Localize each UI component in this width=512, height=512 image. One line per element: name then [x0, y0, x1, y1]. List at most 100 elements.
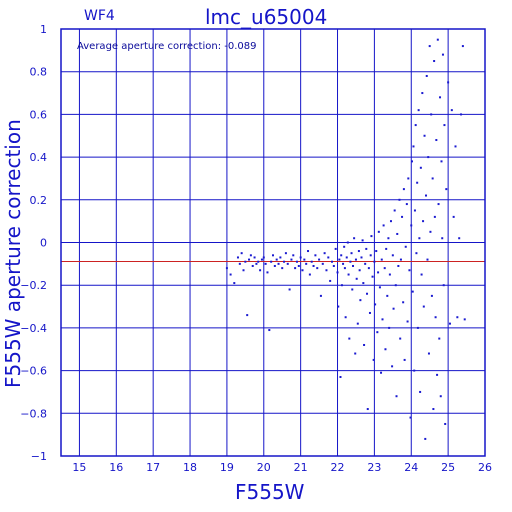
data-point: [463, 318, 466, 321]
data-point: [286, 262, 289, 265]
data-point: [277, 262, 280, 265]
data-point: [332, 264, 335, 267]
data-point: [410, 224, 413, 227]
data-point: [382, 224, 385, 227]
data-point: [433, 60, 436, 63]
data-point: [399, 258, 402, 261]
y-tick-labels: 1 0.8 0.6 0.4 0.2 0 −0.2 −0.4 −0.6 −0.8 −1: [20, 23, 47, 463]
data-point: [420, 273, 423, 276]
average-correction-annotation: Average aperture correction: -0.089: [77, 41, 257, 52]
data-point: [416, 326, 419, 329]
data-point: [416, 181, 419, 184]
chart-title: lmc_u65004: [205, 5, 328, 29]
data-point: [357, 250, 360, 253]
data-point: [387, 237, 390, 240]
data-point: [262, 256, 265, 259]
data-point: [443, 124, 446, 127]
data-point: [297, 264, 300, 267]
data-point: [395, 395, 398, 398]
data-point: [401, 215, 404, 218]
data-point: [338, 258, 341, 261]
data-point: [432, 408, 435, 411]
data-point: [314, 254, 317, 257]
data-point: [402, 188, 405, 191]
data-point: [255, 262, 258, 265]
data-point: [388, 273, 391, 276]
data-point: [444, 422, 447, 425]
data-point: [358, 269, 361, 272]
data-point: [380, 258, 383, 261]
data-point: [294, 267, 297, 270]
data-point: [340, 284, 343, 287]
x-tick-label: 17: [146, 461, 160, 474]
data-point: [244, 260, 247, 263]
data-point: [368, 311, 371, 314]
data-point: [381, 318, 384, 321]
y-tick-label: −0.6: [20, 365, 47, 378]
data-point: [290, 258, 293, 261]
data-point: [355, 277, 358, 280]
data-point: [330, 260, 333, 263]
data-point: [408, 269, 411, 272]
data-point: [308, 273, 311, 276]
data-point: [253, 256, 256, 259]
y-tick-label: 0: [40, 237, 47, 250]
data-point: [452, 215, 455, 218]
data-point: [337, 305, 340, 308]
data-point: [288, 288, 291, 291]
data-point: [386, 294, 389, 297]
data-point: [327, 256, 330, 259]
data-point: [233, 282, 236, 285]
data-point: [365, 247, 368, 250]
data-point: [393, 209, 396, 212]
data-point: [351, 288, 354, 291]
data-point: [377, 230, 380, 233]
data-point: [242, 269, 245, 272]
data-point: [391, 365, 394, 368]
data-point: [410, 160, 413, 163]
data-point: [376, 331, 379, 334]
data-point: [360, 256, 363, 259]
data-point: [391, 254, 394, 257]
data-point: [394, 284, 397, 287]
data-point: [350, 252, 353, 255]
data-point: [236, 256, 239, 259]
data-point: [225, 267, 228, 270]
data-point: [402, 301, 405, 304]
data-point: [321, 262, 324, 265]
data-point: [419, 166, 422, 169]
data-point: [405, 203, 408, 206]
data-point: [257, 260, 260, 263]
data-point: [359, 299, 362, 302]
data-point: [397, 264, 400, 267]
data-point: [248, 258, 251, 261]
data-point: [342, 262, 345, 265]
data-point: [373, 260, 376, 263]
data-point: [369, 254, 372, 257]
data-point: [259, 269, 262, 272]
data-point: [299, 256, 302, 259]
data-point: [345, 256, 348, 259]
data-point: [279, 256, 282, 259]
data-point: [361, 239, 364, 242]
data-point: [436, 38, 439, 41]
data-point: [378, 286, 381, 289]
data-point: [427, 352, 430, 355]
data-point: [264, 262, 267, 265]
data-point: [426, 258, 429, 261]
data-point: [419, 390, 422, 393]
data-point: [435, 139, 438, 142]
data-point: [434, 316, 437, 319]
data-point: [403, 358, 406, 361]
data-point: [377, 271, 380, 274]
data-point: [411, 290, 414, 293]
x-tick-label: 18: [183, 461, 197, 474]
data-point: [266, 271, 269, 274]
x-tick-label: 25: [441, 461, 455, 474]
data-point: [318, 258, 321, 261]
data-points: [225, 38, 466, 440]
data-point: [272, 254, 274, 257]
data-point: [433, 215, 436, 218]
x-tick-label: 23: [367, 461, 381, 474]
data-point: [450, 109, 453, 112]
